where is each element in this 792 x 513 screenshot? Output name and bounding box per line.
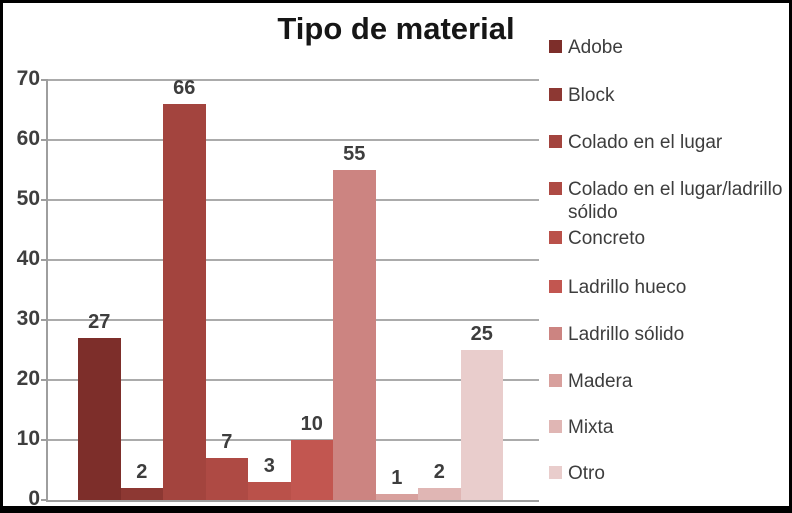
legend-swatch-icon [549,466,562,479]
bar-value-label: 2 [136,461,148,483]
y-axis-tick [41,439,48,441]
y-axis-tick-label: 40 [16,247,40,270]
bar-mixta [418,488,461,500]
legend-swatch-icon [549,327,562,340]
legend-swatch-icon [549,88,562,101]
chart-title: Tipo de material [277,11,515,46]
gridline [48,319,539,321]
legend-item: Ladrillo sólido [549,323,787,346]
legend-swatch-icon [549,420,562,433]
y-axis-tick-label: 0 [28,487,40,510]
y-axis-tick-label: 20 [16,367,40,390]
y-axis-tick [41,199,48,201]
bar-value-label: 7 [221,431,233,453]
legend-label: Colado en el lugar/ladrillo sólido [568,179,783,223]
bar-concreto [248,482,291,500]
bar-value-label: 55 [343,143,366,165]
legend-swatch-icon [549,40,562,53]
gridline [48,139,539,141]
y-axis-line [46,80,48,502]
legend-swatch-icon [549,182,562,195]
bar-value-label: 27 [88,311,111,333]
legend-label: Ladrillo sólido [568,324,685,345]
bar-ladrillo-s-lido [333,170,376,500]
y-axis-tick [41,139,48,141]
bar-ladrillo-hueco [290,440,333,500]
legend-item: Concreto [549,227,787,250]
gridline [48,79,539,81]
y-axis-tick [41,79,48,81]
legend-label: Mixta [568,417,614,438]
bar-value-label: 3 [263,455,275,477]
gridline [48,379,539,381]
bar-value-label: 66 [173,77,196,99]
legend-item: Block [549,84,787,107]
legend-label: Colado en el lugar [568,132,723,153]
legend-swatch-icon [549,231,562,244]
legend-label: Otro [568,463,605,484]
legend-label: Block [568,85,615,106]
y-axis-tick-label: 10 [16,427,40,450]
y-axis-tick [41,259,48,261]
y-axis-tick-label: 50 [16,187,40,210]
legend-item: Colado en el lugar [549,131,787,154]
y-axis-tick-label: 70 [16,67,40,90]
legend-swatch-icon [549,280,562,293]
bar-colado-en-el-lugar-ladrillo-s-lido [205,458,248,500]
y-axis-tick [41,499,48,501]
x-axis-line [46,500,539,502]
bar-otro [460,350,503,500]
gridline [48,199,539,201]
legend-swatch-icon [549,135,562,148]
legend-item: Mixta [549,416,787,439]
legend-label: Adobe [568,37,623,58]
y-axis-tick [41,319,48,321]
bar-block [120,488,163,500]
legend-swatch-icon [549,374,562,387]
legend-item: Ladrillo hueco [549,276,787,299]
legend-item: Adobe [549,36,787,59]
bar-value-label: 25 [470,323,493,345]
y-axis-tick-label: 30 [16,307,40,330]
y-axis-tick [41,379,48,381]
legend-label: Madera [568,371,633,392]
y-axis-tick-label: 60 [16,127,40,150]
legend-item: Otro [549,462,787,485]
bar-value-label: 10 [300,413,323,435]
bar-madera [375,494,418,500]
legend-label: Concreto [568,228,646,249]
legend-item: Madera [549,370,787,393]
legend: Adobe Block Colado en el lugar Colado en el… [549,3,789,506]
bar-value-label: 1 [391,467,403,489]
bar-value-label: 2 [433,461,445,483]
gridline [48,259,539,261]
bar-adobe [78,338,121,500]
legend-label: Ladrillo hueco [568,277,687,298]
legend-item: Colado en el lugar/ladrillo sólido [549,178,787,224]
bar-colado-en-el-lugar [163,104,206,500]
